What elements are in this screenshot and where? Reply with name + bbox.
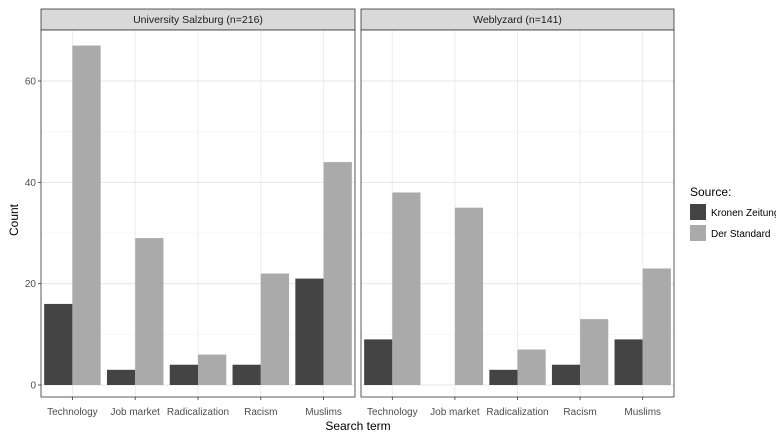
panel-strip-label: University Salzburg (n=216) (133, 14, 263, 26)
legend-label-kronen-zeitung: Kronen Zeitung (711, 208, 776, 219)
bar-kronen-zeitung-technology (364, 339, 393, 385)
x-tick-label-radicalization: Radicalization (167, 407, 229, 418)
x-tick-label-racism: Racism (563, 407, 596, 418)
bar-der-standard-radicalization (517, 349, 546, 385)
x-tick-label-radicalization: Radicalization (486, 407, 548, 418)
bar-kronen-zeitung-technology (44, 303, 73, 385)
bar-kronen-zeitung-racism (551, 364, 581, 385)
y-axis: 0 20 40 60 (25, 77, 41, 392)
panels-layer: University Salzburg (n=216) Technology Job… (40, 8, 675, 418)
x-tick-label-muslims: Muslims (624, 407, 661, 418)
bar-der-standard-muslims (642, 268, 671, 385)
legend-swatch-kronen-zeitung (690, 204, 706, 220)
y-tick-label: 0 (30, 381, 36, 392)
x-axis-title: Search term (325, 419, 390, 433)
y-tick-label: 60 (25, 77, 37, 88)
bar-kronen-zeitung-radicalization (169, 364, 198, 385)
y-axis-title: Count (7, 203, 21, 236)
x-tick-label-muslims: Muslims (305, 407, 342, 418)
bar-kronen-zeitung-muslims (295, 278, 324, 385)
panel-university-salzburg-n-216: University Salzburg (n=216) Technology Job… (40, 8, 356, 418)
legend-swatch-der-standard (690, 225, 706, 241)
bar-kronen-zeitung-muslims (614, 339, 643, 385)
bar-der-standard-job-market (454, 207, 484, 385)
panel-strip-label: Weblyzard (n=141) (473, 14, 562, 26)
bar-der-standard-muslims (323, 162, 352, 385)
x-tick-label-technology: Technology (47, 407, 98, 418)
legend-title: Source: (690, 185, 731, 199)
panel-weblyzard-n-141: Weblyzard (n=141) Technology Job market Rad… (360, 8, 675, 418)
x-tick-label-job-market: Job market (430, 407, 480, 418)
bar-der-standard-job-market (135, 238, 164, 385)
bar-kronen-zeitung-racism (232, 364, 261, 385)
bar-der-standard-technology (72, 45, 101, 386)
bar-der-standard-racism (260, 273, 290, 385)
y-tick-label: 40 (25, 178, 37, 189)
bar-kronen-zeitung-radicalization (489, 369, 518, 385)
bar-der-standard-radicalization (198, 354, 227, 385)
legend: Source: Kronen Zeitung Der Standard (690, 185, 776, 241)
legend-label-der-standard: Der Standard (711, 229, 770, 240)
y-tick-label: 20 (25, 279, 37, 290)
bar-kronen-zeitung-job-market (106, 369, 136, 385)
bar-der-standard-racism (580, 319, 609, 385)
x-tick-label-job-market: Job market (110, 407, 160, 418)
x-tick-label-racism: Racism (244, 407, 277, 418)
x-tick-label-technology: Technology (367, 407, 418, 418)
bar-der-standard-technology (392, 192, 421, 385)
